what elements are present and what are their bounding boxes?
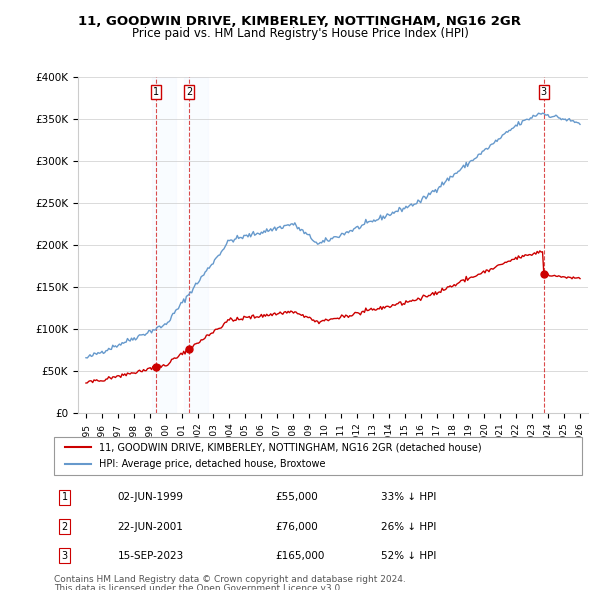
Text: This data is licensed under the Open Government Licence v3.0.: This data is licensed under the Open Gov… [54, 584, 343, 590]
FancyBboxPatch shape [54, 437, 582, 475]
Text: 1: 1 [154, 87, 160, 97]
Text: £55,000: £55,000 [276, 493, 319, 502]
Text: 2: 2 [186, 87, 192, 97]
Text: 11, GOODWIN DRIVE, KIMBERLEY, NOTTINGHAM, NG16 2GR (detached house): 11, GOODWIN DRIVE, KIMBERLEY, NOTTINGHAM… [99, 442, 482, 453]
Text: £165,000: £165,000 [276, 551, 325, 560]
Text: 26% ↓ HPI: 26% ↓ HPI [382, 522, 437, 532]
Text: 15-SEP-2023: 15-SEP-2023 [118, 551, 184, 560]
Text: 1: 1 [61, 493, 68, 502]
Bar [152, 77, 176, 413]
Text: 02-JUN-1999: 02-JUN-1999 [118, 493, 184, 502]
Text: 3: 3 [541, 87, 547, 97]
Text: 2: 2 [61, 522, 68, 532]
Text: 33% ↓ HPI: 33% ↓ HPI [382, 493, 437, 502]
Text: HPI: Average price, detached house, Broxtowe: HPI: Average price, detached house, Brox… [99, 459, 325, 469]
Bar [184, 77, 208, 413]
Text: 22-JUN-2001: 22-JUN-2001 [118, 522, 183, 532]
Text: 52% ↓ HPI: 52% ↓ HPI [382, 551, 437, 560]
Text: 11, GOODWIN DRIVE, KIMBERLEY, NOTTINGHAM, NG16 2GR: 11, GOODWIN DRIVE, KIMBERLEY, NOTTINGHAM… [79, 15, 521, 28]
Text: Price paid vs. HM Land Registry's House Price Index (HPI): Price paid vs. HM Land Registry's House … [131, 27, 469, 40]
Text: 3: 3 [61, 551, 68, 560]
Text: Contains HM Land Registry data © Crown copyright and database right 2024.: Contains HM Land Registry data © Crown c… [54, 575, 406, 584]
Text: £76,000: £76,000 [276, 522, 319, 532]
